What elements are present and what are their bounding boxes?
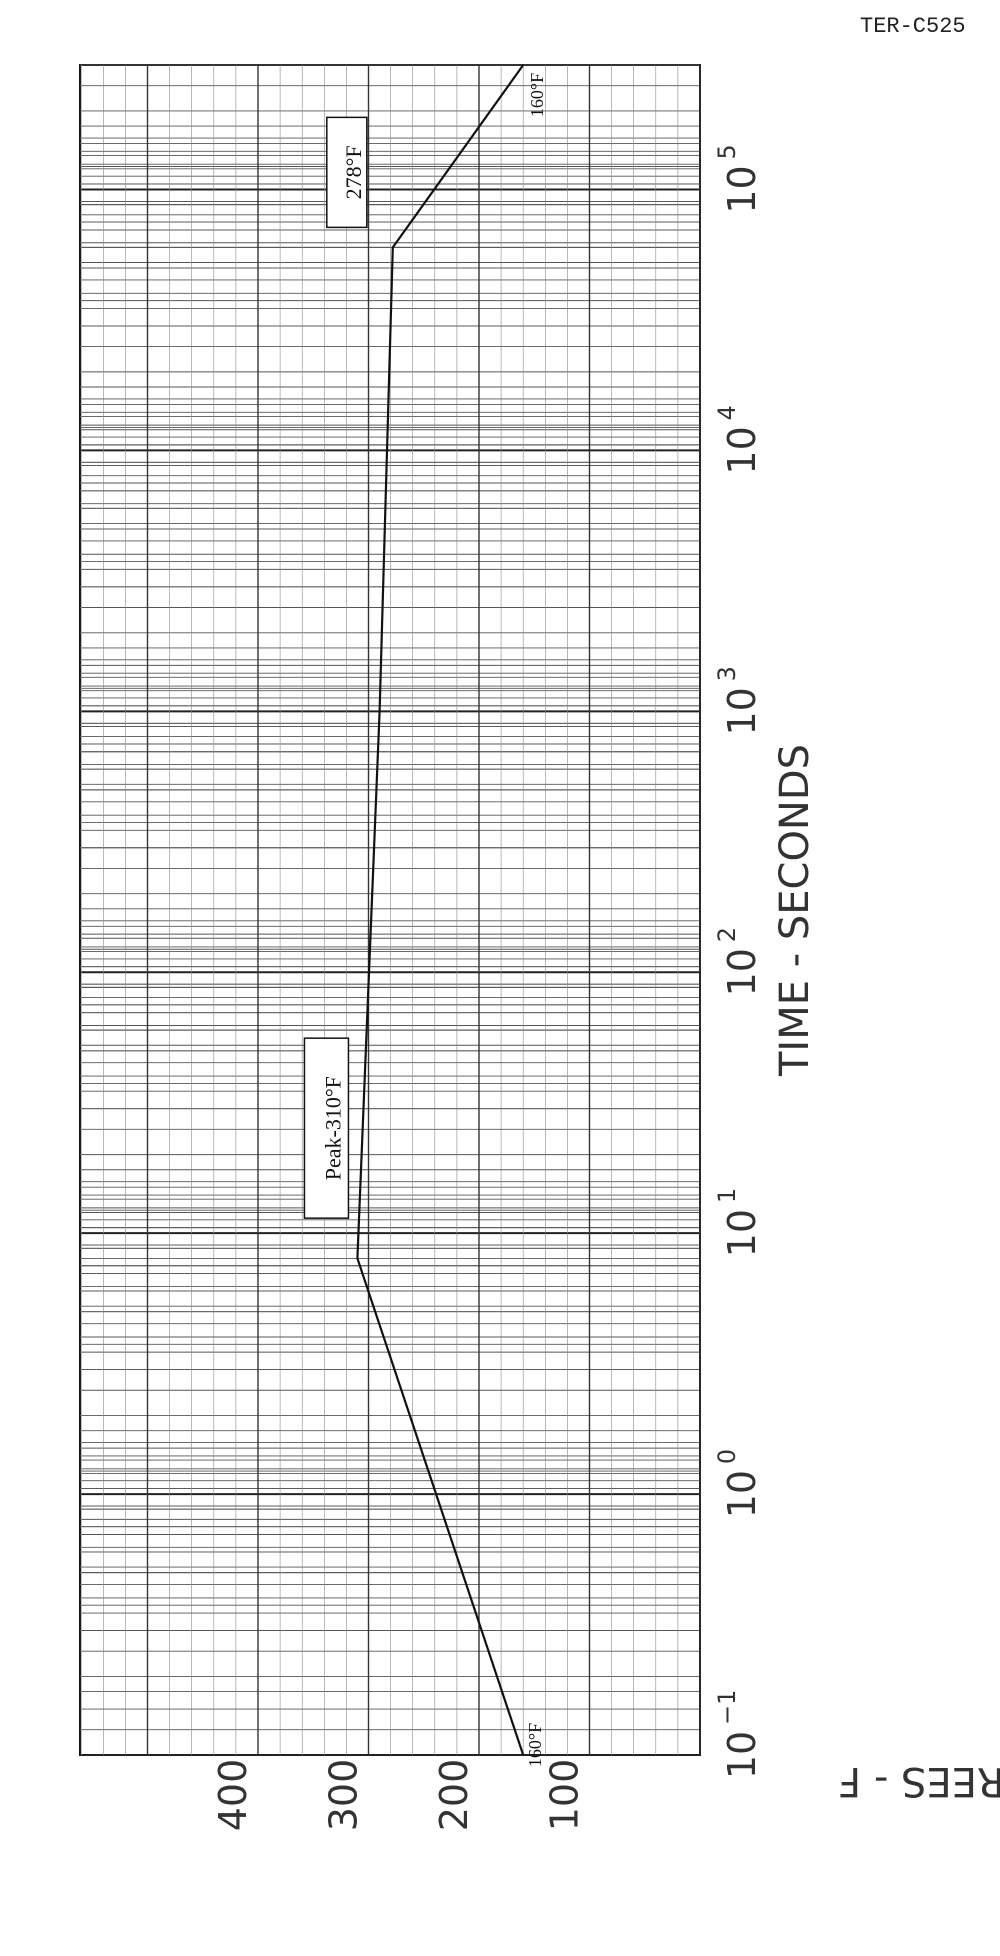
x-tick-base: 10 (720, 1731, 764, 1779)
annotation-box (303, 1037, 350, 1219)
x-tick-label: 101 (713, 1188, 764, 1257)
x-axis-label: TIME - SECONDS (772, 744, 818, 1077)
x-tick-label: 105 (713, 144, 764, 213)
x-tick-label: 103 (713, 666, 764, 735)
annotation-label: Peak-310°F (303, 1037, 350, 1219)
y-tick-label: 200 (432, 1759, 476, 1832)
y-axis-label: DEGREES - F (838, 1758, 1000, 1804)
series-lines (356, 64, 525, 1756)
grid-lines (80, 64, 701, 1756)
x-tick-base: 10 (720, 687, 764, 735)
x-tick-exponent: 5 (713, 144, 741, 159)
y-axis-ticks: 100 200 300 400 (211, 1759, 587, 1832)
y-tick-label: 300 (322, 1759, 366, 1832)
annotation-box (326, 116, 368, 229)
x-tick-label: 102 (713, 927, 764, 996)
y-tick-label: 400 (211, 1759, 255, 1832)
annotation-text: Peak-310°F (320, 1076, 345, 1180)
x-tick-exponent: 1 (713, 1188, 741, 1203)
x-tick-base: 10 (720, 426, 764, 474)
annotation-label: 278°F (326, 116, 368, 229)
document-id: TER-C525 (860, 14, 966, 39)
x-tick-label: 10−1 (713, 1690, 764, 1780)
annotation-label: 160°F (527, 73, 547, 117)
annotation-label: 160°F (525, 1723, 545, 1767)
annotation-text: 160°F (525, 1723, 545, 1767)
annotations: Peak-310°F 278°F 160°F 160°F (303, 73, 547, 1767)
x-tick-exponent: 0 (713, 1449, 741, 1464)
x-tick-exponent: −1 (713, 1690, 741, 1725)
temperature-curve (356, 64, 525, 1756)
x-tick-base: 10 (720, 1209, 764, 1257)
x-tick-base: 10 (720, 948, 764, 996)
x-tick-exponent: 4 (713, 405, 741, 420)
y-tick-label: 100 (543, 1759, 587, 1832)
annotation-text: 278°F (341, 145, 366, 199)
x-tick-label: 100 (713, 1449, 764, 1518)
x-tick-base: 10 (720, 165, 764, 213)
x-tick-exponent: 3 (713, 666, 741, 681)
x-tick-label: 104 (713, 405, 764, 474)
x-tick-exponent: 2 (713, 927, 741, 942)
x-tick-base: 10 (720, 1470, 764, 1518)
annotation-text: 160°F (527, 73, 547, 117)
